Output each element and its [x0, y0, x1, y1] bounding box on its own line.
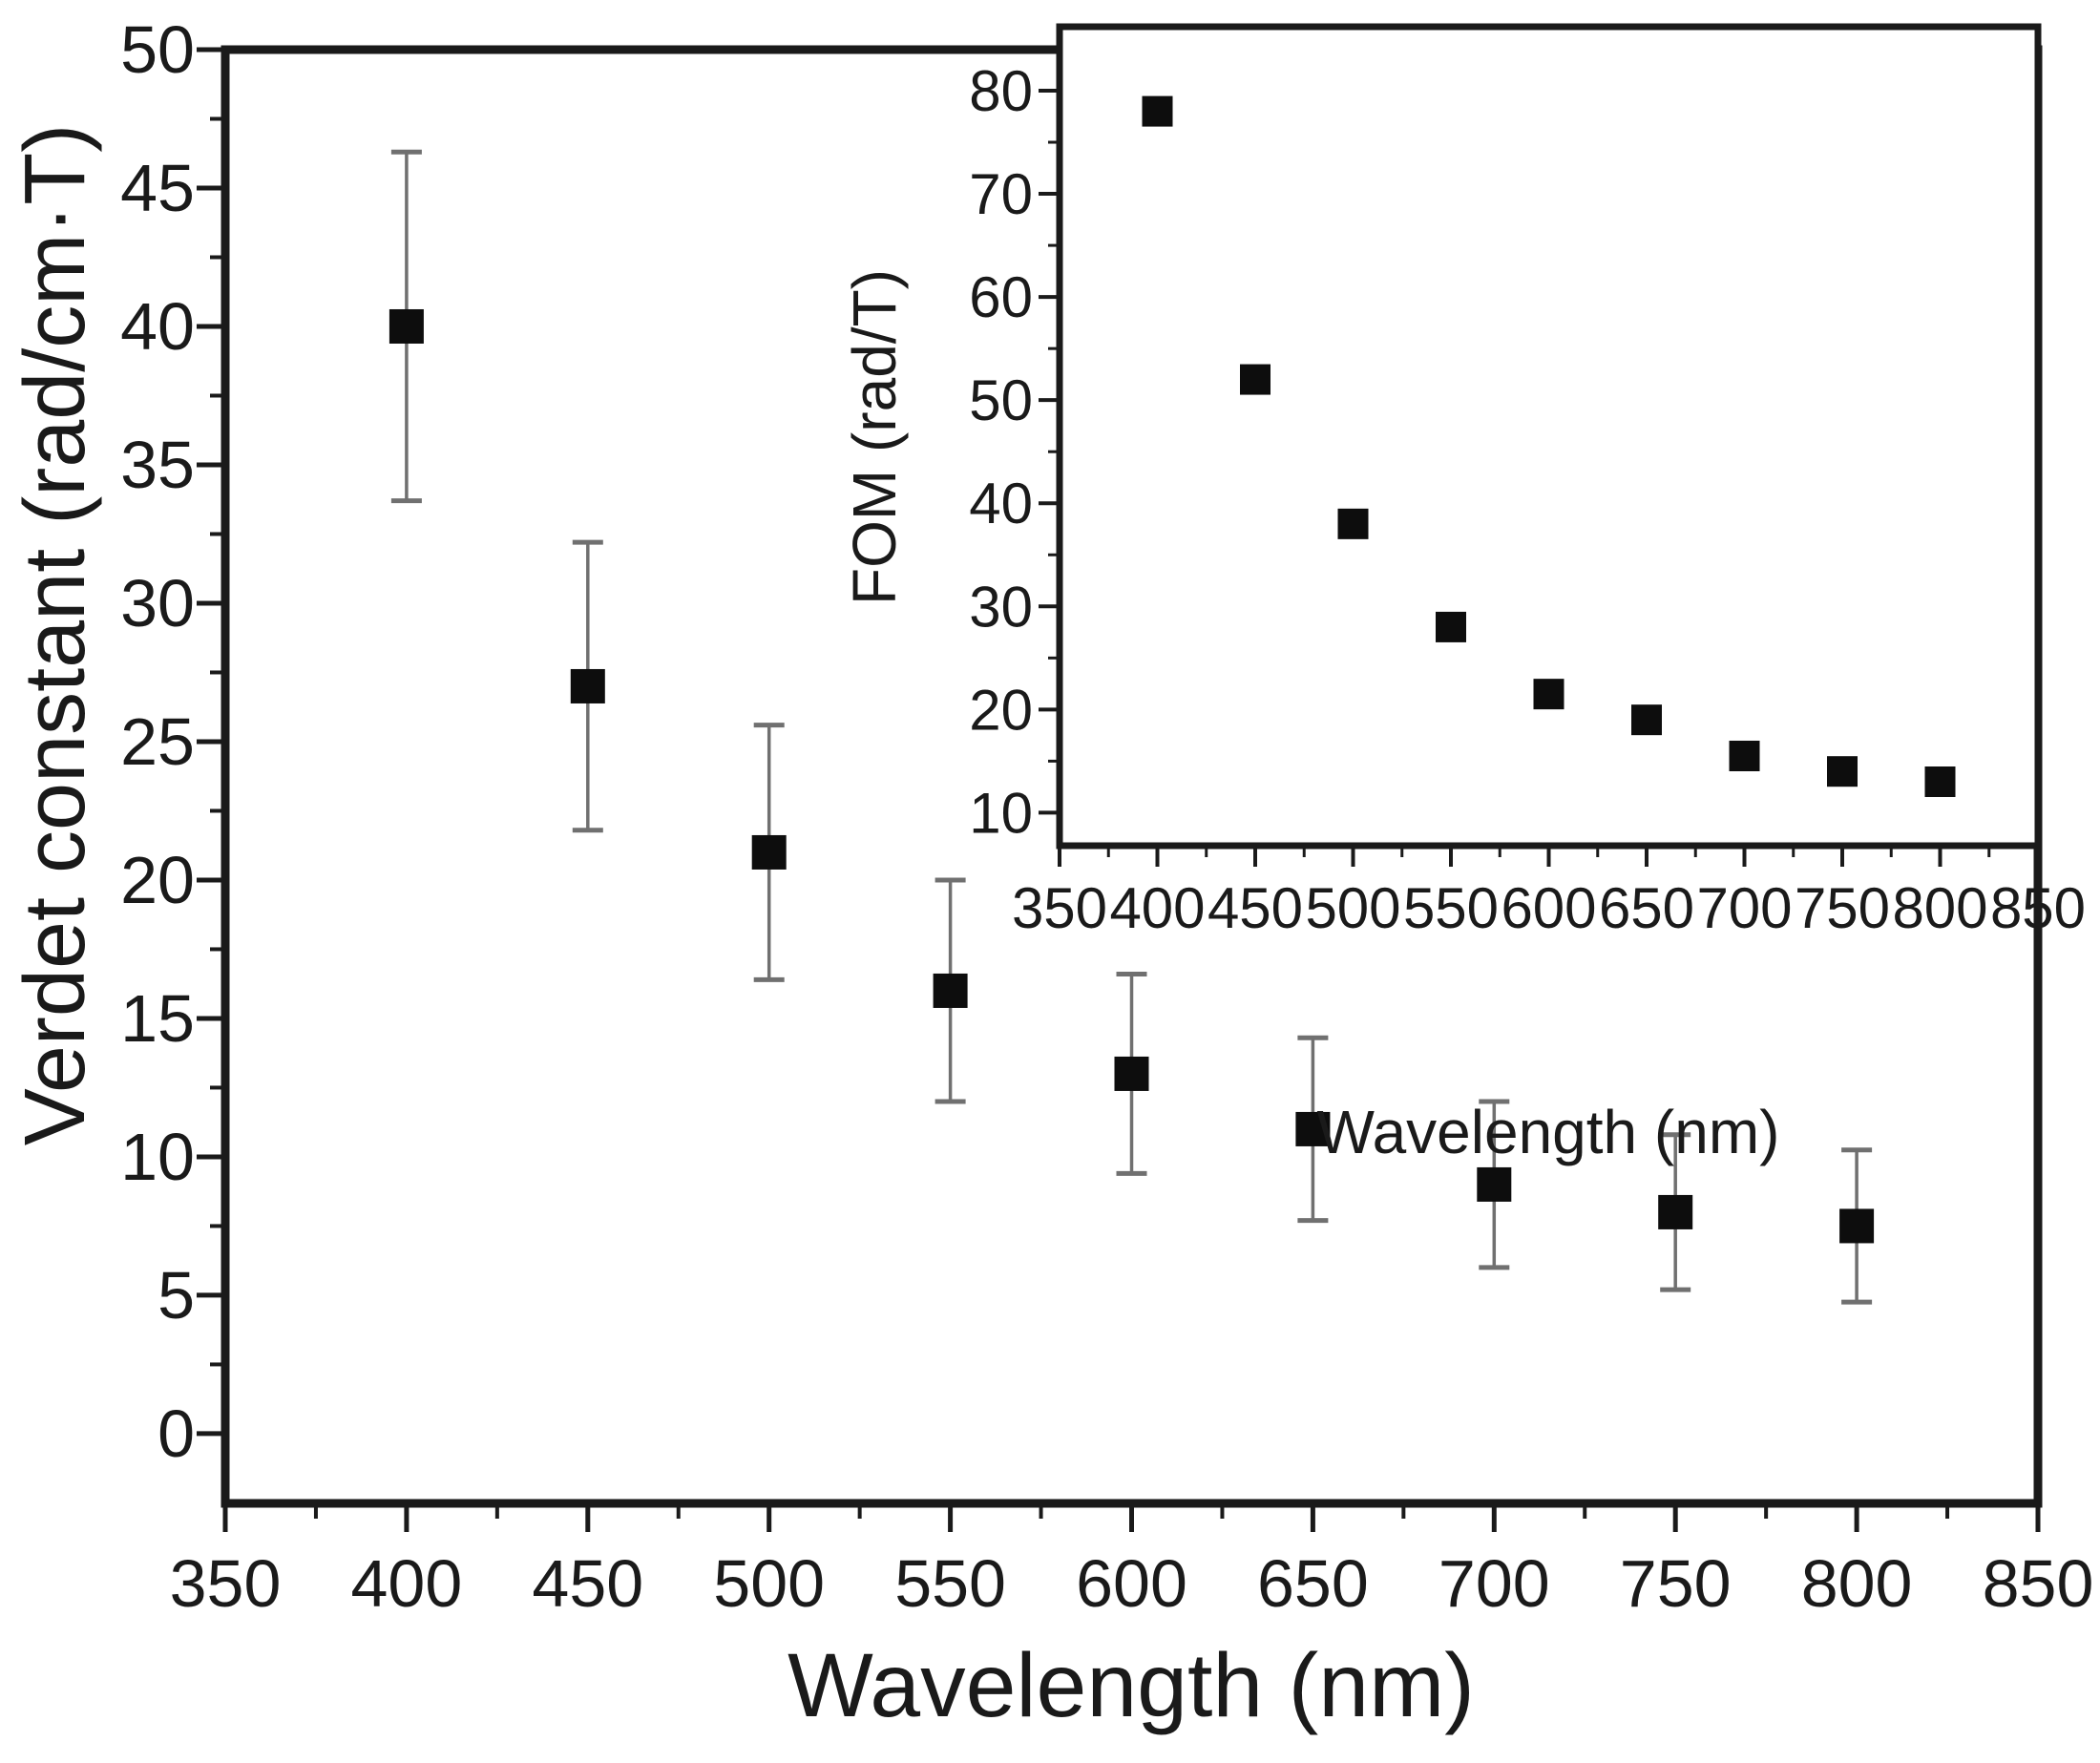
y-tick-label: 30 [969, 575, 1033, 639]
y-tick-label: 60 [969, 265, 1033, 329]
x-tick-label: 600 [1501, 876, 1596, 940]
main-x-axis-title: Wavelength (nm) [788, 1635, 1475, 1736]
x-tick-label: 500 [1305, 876, 1400, 940]
inset-plot: 350 400 450 500 550 600 650 700 750 800 850 10 20 30… [840, 23, 2086, 1166]
x-tick-label: 400 [1109, 876, 1205, 940]
main-y-axis-title: Verdet constant (rad/cm·T) [8, 124, 103, 1145]
x-tick-label: 550 [894, 1546, 1006, 1621]
x-tick-label: 750 [1795, 876, 1890, 940]
inset-y-axis-title: FOM (rad/T) [840, 269, 909, 605]
data-point-marker [1533, 679, 1564, 710]
main-x-tick-labels: 350 400 450 500 550 600 650 700 750 800 850 [170, 1546, 2094, 1621]
y-tick-label: 5 [158, 1258, 195, 1333]
y-tick-label: 45 [120, 151, 195, 225]
data-point-marker [1337, 508, 1369, 539]
y-tick-label: 15 [120, 981, 195, 1056]
x-tick-label: 750 [1620, 1546, 1732, 1621]
y-tick-label: 20 [969, 678, 1033, 742]
x-tick-label: 800 [1892, 876, 1987, 940]
main-plot: 350 400 450 500 550 600 650 700 750 800 850 051015… [8, 12, 2093, 1736]
data-point-marker [1839, 1208, 1875, 1244]
y-tick-label: 10 [120, 1120, 195, 1194]
data-point-marker [1436, 611, 1466, 642]
x-tick-label: 650 [1257, 1546, 1369, 1621]
data-point-marker [1827, 756, 1858, 787]
y-tick-label: 70 [969, 162, 1033, 226]
data-point-marker [570, 668, 605, 703]
x-tick-label: 400 [351, 1546, 463, 1621]
x-tick-label: 650 [1599, 876, 1694, 940]
data-point-marker [388, 308, 424, 344]
x-tick-label: 700 [1438, 1546, 1550, 1621]
x-tick-label: 700 [1696, 876, 1792, 940]
inset-axis-ticks [1039, 88, 2040, 867]
main-axis-ticks [197, 47, 2041, 1532]
y-tick-label: 50 [120, 12, 195, 87]
data-point-marker [1924, 766, 1956, 798]
x-tick-label: 550 [1403, 876, 1499, 940]
x-tick-label: 350 [170, 1546, 282, 1621]
x-tick-label: 600 [1076, 1546, 1187, 1621]
x-tick-label: 500 [713, 1546, 825, 1621]
inset-data-series [1142, 95, 1956, 798]
data-point-marker [1477, 1166, 1512, 1202]
main-y-tick-labels: 0 5 10 15 20 25 30 35 40 45 50 [120, 12, 195, 1471]
data-point-marker [1240, 364, 1270, 395]
inset-plot-background [1060, 27, 2038, 846]
y-tick-label: 20 [120, 843, 195, 917]
y-tick-label: 40 [969, 472, 1033, 535]
data-point-marker [1114, 1056, 1149, 1091]
y-tick-label: 25 [120, 704, 195, 779]
y-tick-label: 35 [120, 428, 195, 502]
y-tick-label: 40 [120, 289, 195, 364]
y-tick-label: 80 [969, 59, 1033, 123]
y-tick-label: 30 [120, 566, 195, 640]
data-point-marker [1142, 95, 1173, 127]
data-point-marker [1295, 1111, 1331, 1146]
inset-x-axis-title: Wavelength (nm) [1317, 1098, 1780, 1166]
x-tick-label: 850 [1990, 876, 2086, 940]
y-tick-label: 50 [969, 368, 1033, 432]
data-point-marker [1631, 704, 1662, 736]
inset-x-tick-labels: 350 400 450 500 550 600 650 700 750 800 850 [1012, 876, 2086, 940]
data-point-marker [751, 834, 787, 870]
data-point-marker [933, 973, 968, 1008]
data-point-marker [1658, 1194, 1693, 1229]
main-data-series [388, 149, 1875, 1305]
y-tick-label: 0 [158, 1396, 195, 1471]
x-tick-label: 800 [1801, 1546, 1913, 1621]
data-point-marker [1729, 740, 1760, 771]
y-tick-label: 10 [969, 781, 1033, 845]
x-tick-label: 450 [532, 1546, 643, 1621]
x-tick-label: 450 [1208, 876, 1303, 940]
x-tick-label: 850 [1983, 1546, 2094, 1621]
x-tick-label: 350 [1012, 876, 1107, 940]
inset-y-tick-labels: 10 20 30 40 50 60 70 80 [969, 59, 1033, 845]
